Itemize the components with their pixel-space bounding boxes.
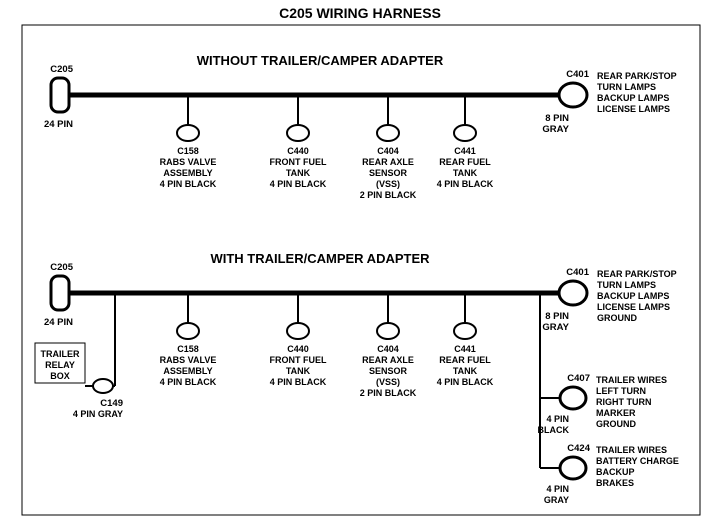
svg-text:GROUND: GROUND bbox=[597, 313, 637, 323]
svg-text:2 PIN BLACK: 2 PIN BLACK bbox=[360, 190, 417, 200]
svg-text:REAR AXLE: REAR AXLE bbox=[362, 157, 414, 167]
svg-text:C424: C424 bbox=[567, 443, 590, 454]
stub-connector bbox=[287, 323, 309, 339]
svg-text:TURN LAMPS: TURN LAMPS bbox=[597, 82, 656, 92]
svg-text:RABS VALVE: RABS VALVE bbox=[160, 157, 217, 167]
diagram-without-adapter: WITHOUT TRAILER/CAMPER ADAPTER C205 24 PIN… bbox=[44, 53, 677, 200]
svg-text:BACKUP: BACKUP bbox=[596, 467, 635, 477]
svg-text:GRAY: GRAY bbox=[542, 322, 569, 333]
svg-text:C404: C404 bbox=[377, 344, 399, 354]
diagram-with-adapter: WITH TRAILER/CAMPER ADAPTER C205 24 PIN C40… bbox=[35, 251, 679, 505]
svg-text:BLACK: BLACK bbox=[538, 425, 570, 435]
svg-text:24 PIN: 24 PIN bbox=[44, 119, 73, 130]
svg-text:TANK: TANK bbox=[453, 366, 478, 376]
svg-text:FRONT FUEL: FRONT FUEL bbox=[270, 355, 327, 365]
stub-connector bbox=[177, 125, 199, 141]
svg-text:24 PIN: 24 PIN bbox=[44, 317, 73, 328]
left-connector bbox=[51, 276, 69, 310]
stub-connector bbox=[454, 323, 476, 339]
svg-text:SENSOR: SENSOR bbox=[369, 366, 408, 376]
svg-text:8 PIN: 8 PIN bbox=[545, 113, 569, 124]
c149-connector bbox=[93, 379, 113, 393]
subtitle-a: WITHOUT TRAILER/CAMPER ADAPTER bbox=[197, 53, 444, 68]
c407-connector bbox=[560, 387, 586, 409]
svg-text:C440: C440 bbox=[287, 146, 309, 156]
svg-text:C149: C149 bbox=[100, 398, 123, 409]
svg-text:ASSEMBLY: ASSEMBLY bbox=[163, 168, 212, 178]
svg-text:BRAKES: BRAKES bbox=[596, 478, 634, 488]
svg-text:TRAILER WIRES: TRAILER WIRES bbox=[596, 445, 667, 455]
right-connector bbox=[559, 281, 587, 305]
svg-text:TANK: TANK bbox=[286, 168, 311, 178]
page-title: C205 WIRING HARNESS bbox=[279, 5, 441, 21]
svg-text:4 PIN BLACK: 4 PIN BLACK bbox=[160, 377, 217, 387]
svg-text:LICENSE LAMPS: LICENSE LAMPS bbox=[597, 104, 670, 114]
svg-text:GROUND: GROUND bbox=[596, 419, 636, 429]
svg-text:4 PIN BLACK: 4 PIN BLACK bbox=[437, 377, 494, 387]
svg-text:TANK: TANK bbox=[453, 168, 478, 178]
svg-text:RIGHT TURN: RIGHT TURN bbox=[596, 397, 652, 407]
stub-connector bbox=[287, 125, 309, 141]
svg-text:C205: C205 bbox=[50, 262, 73, 273]
svg-text:REAR FUEL: REAR FUEL bbox=[439, 355, 491, 365]
svg-text:4 PIN: 4 PIN bbox=[546, 484, 569, 494]
svg-text:LEFT TURN: LEFT TURN bbox=[596, 386, 646, 396]
svg-text:REAR PARK/STOP: REAR PARK/STOP bbox=[597, 269, 677, 279]
svg-text:(VSS): (VSS) bbox=[376, 377, 400, 387]
svg-text:REAR FUEL: REAR FUEL bbox=[439, 157, 491, 167]
svg-text:MARKER: MARKER bbox=[596, 408, 636, 418]
svg-text:TRAILER: TRAILER bbox=[41, 349, 80, 359]
stub-connector bbox=[377, 323, 399, 339]
svg-text:REAR PARK/STOP: REAR PARK/STOP bbox=[597, 71, 677, 81]
svg-text:C158: C158 bbox=[177, 146, 199, 156]
svg-text:C441: C441 bbox=[454, 146, 476, 156]
svg-text:4 PIN GRAY: 4 PIN GRAY bbox=[73, 409, 123, 419]
svg-text:TRAILER WIRES: TRAILER WIRES bbox=[596, 375, 667, 385]
svg-text:4 PIN: 4 PIN bbox=[546, 414, 569, 424]
svg-text:BOX: BOX bbox=[50, 371, 70, 381]
stub-connector bbox=[454, 125, 476, 141]
svg-text:C441: C441 bbox=[454, 344, 476, 354]
subtitle-b: WITH TRAILER/CAMPER ADAPTER bbox=[210, 251, 430, 266]
svg-text:ASSEMBLY: ASSEMBLY bbox=[163, 366, 212, 376]
svg-text:LICENSE LAMPS: LICENSE LAMPS bbox=[597, 302, 670, 312]
svg-text:C440: C440 bbox=[287, 344, 309, 354]
c424-connector bbox=[560, 457, 586, 479]
svg-text:TANK: TANK bbox=[286, 366, 311, 376]
right-connector bbox=[559, 83, 587, 107]
svg-text:FRONT FUEL: FRONT FUEL bbox=[270, 157, 327, 167]
svg-text:C205: C205 bbox=[50, 64, 73, 75]
stub-connector bbox=[377, 125, 399, 141]
svg-text:RELAY: RELAY bbox=[45, 360, 75, 370]
svg-text:4 PIN BLACK: 4 PIN BLACK bbox=[160, 179, 217, 189]
svg-text:(VSS): (VSS) bbox=[376, 179, 400, 189]
svg-text:C407: C407 bbox=[567, 373, 590, 384]
svg-text:4 PIN BLACK: 4 PIN BLACK bbox=[270, 179, 327, 189]
svg-text:SENSOR: SENSOR bbox=[369, 168, 408, 178]
svg-text:BACKUP LAMPS: BACKUP LAMPS bbox=[597, 93, 669, 103]
svg-text:4 PIN BLACK: 4 PIN BLACK bbox=[270, 377, 327, 387]
svg-text:BACKUP LAMPS: BACKUP LAMPS bbox=[597, 291, 669, 301]
svg-text:C158: C158 bbox=[177, 344, 199, 354]
svg-text:GRAY: GRAY bbox=[542, 124, 569, 135]
svg-text:BATTERY CHARGE: BATTERY CHARGE bbox=[596, 456, 679, 466]
svg-text:TURN LAMPS: TURN LAMPS bbox=[597, 280, 656, 290]
left-connector bbox=[51, 78, 69, 112]
svg-text:4 PIN BLACK: 4 PIN BLACK bbox=[437, 179, 494, 189]
svg-text:2 PIN BLACK: 2 PIN BLACK bbox=[360, 388, 417, 398]
svg-text:REAR AXLE: REAR AXLE bbox=[362, 355, 414, 365]
svg-text:GRAY: GRAY bbox=[544, 495, 569, 505]
svg-text:8 PIN: 8 PIN bbox=[545, 311, 569, 322]
svg-text:C404: C404 bbox=[377, 146, 399, 156]
svg-text:C401: C401 bbox=[566, 69, 589, 80]
svg-text:C401: C401 bbox=[566, 267, 589, 278]
svg-text:RABS VALVE: RABS VALVE bbox=[160, 355, 217, 365]
stub-connector bbox=[177, 323, 199, 339]
